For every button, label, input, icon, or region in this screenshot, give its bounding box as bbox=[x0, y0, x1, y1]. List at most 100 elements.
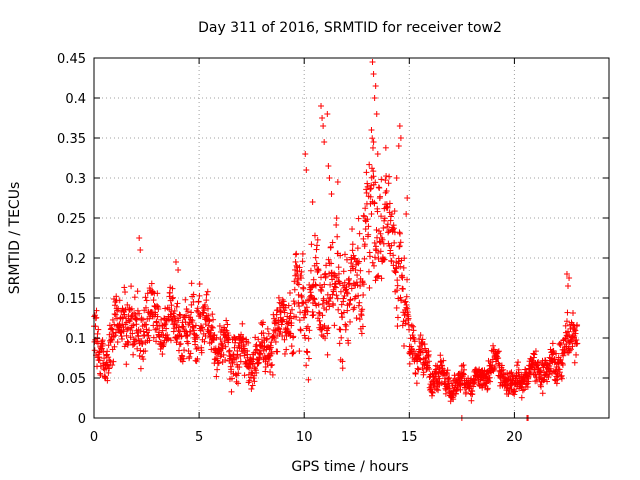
data-point bbox=[325, 324, 332, 331]
data-point bbox=[383, 201, 390, 208]
data-point bbox=[336, 280, 343, 287]
data-point bbox=[322, 273, 329, 280]
data-point bbox=[143, 326, 150, 333]
data-point bbox=[358, 330, 365, 337]
data-point bbox=[372, 83, 379, 89]
data-point bbox=[286, 289, 293, 296]
data-point bbox=[194, 334, 201, 341]
y-axis-label: SRMTID / TECUs bbox=[7, 182, 23, 295]
data-point bbox=[372, 254, 379, 261]
data-point bbox=[527, 370, 534, 377]
data-point bbox=[371, 95, 378, 101]
data-point bbox=[292, 258, 299, 265]
data-point bbox=[404, 305, 411, 312]
data-point bbox=[553, 350, 560, 357]
data-point bbox=[173, 339, 180, 346]
data-point bbox=[341, 251, 348, 258]
data-point bbox=[297, 327, 304, 334]
data-point bbox=[572, 330, 579, 337]
data-point bbox=[224, 321, 231, 328]
data-point bbox=[285, 302, 292, 309]
data-point bbox=[337, 288, 344, 295]
data-point bbox=[437, 352, 444, 359]
data-point bbox=[199, 325, 206, 332]
data-point bbox=[334, 233, 341, 240]
data-point bbox=[129, 330, 136, 337]
data-point bbox=[330, 302, 337, 309]
data-point bbox=[189, 317, 196, 324]
data-point bbox=[184, 308, 191, 315]
data-point bbox=[308, 241, 315, 248]
data-point bbox=[249, 382, 256, 389]
data-point bbox=[295, 281, 302, 288]
data-point bbox=[296, 317, 303, 324]
data-point bbox=[354, 282, 361, 289]
data-point bbox=[296, 303, 303, 310]
data-point bbox=[288, 343, 295, 350]
data-point bbox=[381, 217, 388, 224]
data-point bbox=[357, 283, 364, 290]
data-point bbox=[436, 375, 443, 382]
data-point bbox=[190, 323, 197, 330]
data-point bbox=[146, 337, 153, 344]
data-point bbox=[145, 332, 152, 339]
data-point bbox=[304, 349, 311, 356]
data-point bbox=[364, 216, 371, 223]
data-point bbox=[343, 289, 350, 296]
data-point bbox=[482, 380, 489, 387]
data-point bbox=[172, 259, 179, 265]
data-point bbox=[91, 347, 98, 354]
data-point bbox=[358, 312, 365, 319]
data-point bbox=[298, 268, 305, 275]
data-point bbox=[196, 281, 203, 288]
data-point bbox=[167, 337, 174, 344]
data-point bbox=[369, 59, 376, 65]
data-point bbox=[357, 267, 364, 274]
data-point bbox=[438, 362, 445, 369]
data-point bbox=[471, 376, 478, 383]
data-point bbox=[241, 372, 248, 379]
data-point bbox=[164, 334, 171, 341]
data-point bbox=[131, 294, 138, 301]
data-point bbox=[567, 338, 574, 345]
data-point bbox=[192, 341, 199, 348]
data-point bbox=[109, 326, 116, 333]
data-point bbox=[364, 180, 371, 187]
data-point bbox=[411, 338, 418, 345]
data-point bbox=[142, 348, 149, 355]
data-point bbox=[246, 365, 253, 372]
data-point bbox=[514, 362, 521, 369]
data-point bbox=[197, 313, 204, 320]
data-point bbox=[354, 245, 361, 252]
data-point bbox=[570, 309, 577, 316]
data-point bbox=[390, 252, 397, 259]
data-point bbox=[334, 179, 341, 185]
data-point bbox=[354, 272, 361, 279]
data-point bbox=[368, 210, 375, 217]
y-tick-label: 0.05 bbox=[57, 372, 86, 387]
data-point bbox=[315, 267, 322, 274]
data-point bbox=[154, 302, 161, 309]
data-point bbox=[262, 368, 269, 375]
data-point bbox=[531, 351, 538, 358]
data-point bbox=[401, 342, 408, 349]
data-point bbox=[313, 260, 320, 267]
data-point bbox=[438, 380, 445, 387]
data-point bbox=[396, 243, 403, 250]
data-point bbox=[222, 357, 229, 364]
data-point bbox=[313, 302, 320, 309]
data-point bbox=[105, 354, 112, 361]
data-point bbox=[309, 199, 316, 205]
data-point bbox=[347, 296, 354, 303]
axis-ticks: 0 0.05 0.1 0.15 0.2 0.25 0.3 0.35 0.4 0.45 0 5 10 15 2… bbox=[57, 52, 609, 445]
data-point bbox=[102, 374, 109, 381]
data-point bbox=[321, 322, 328, 329]
data-point bbox=[233, 354, 240, 361]
data-point bbox=[117, 329, 124, 336]
data-point bbox=[412, 370, 419, 377]
data-point bbox=[368, 182, 375, 189]
data-point bbox=[566, 347, 573, 354]
data-point bbox=[495, 355, 502, 362]
data-point bbox=[359, 323, 366, 330]
data-point bbox=[339, 365, 346, 372]
